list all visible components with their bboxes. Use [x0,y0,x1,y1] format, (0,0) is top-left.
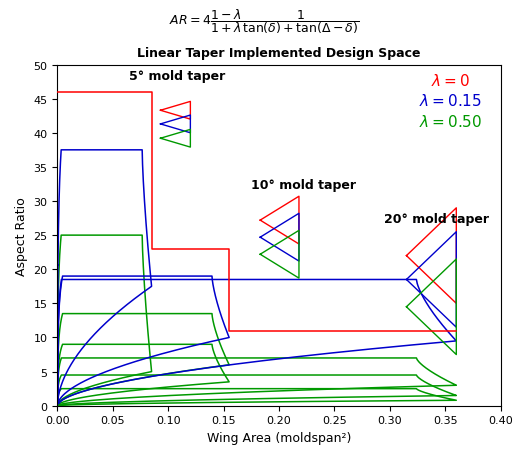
Text: $AR = 4\dfrac{1-\lambda}{1+\lambda} \dfrac{1}{\tan(\delta)+\tan(\Delta-\delta)}$: $AR = 4\dfrac{1-\lambda}{1+\lambda} \dfr… [169,7,359,36]
Text: $\lambda = 0.15$: $\lambda = 0.15$ [419,93,482,109]
Text: $\lambda = 0$: $\lambda = 0$ [431,73,470,89]
Title: Linear Taper Implemented Design Space: Linear Taper Implemented Design Space [137,47,421,60]
Y-axis label: Aspect Ratio: Aspect Ratio [15,196,28,275]
X-axis label: Wing Area (moldspan²): Wing Area (moldspan²) [207,431,351,444]
Text: 10° mold taper: 10° mold taper [251,179,356,191]
Text: 5° mold taper: 5° mold taper [129,69,225,83]
Text: 20° mold taper: 20° mold taper [384,213,489,225]
Text: $\lambda = 0.50$: $\lambda = 0.50$ [419,114,483,129]
